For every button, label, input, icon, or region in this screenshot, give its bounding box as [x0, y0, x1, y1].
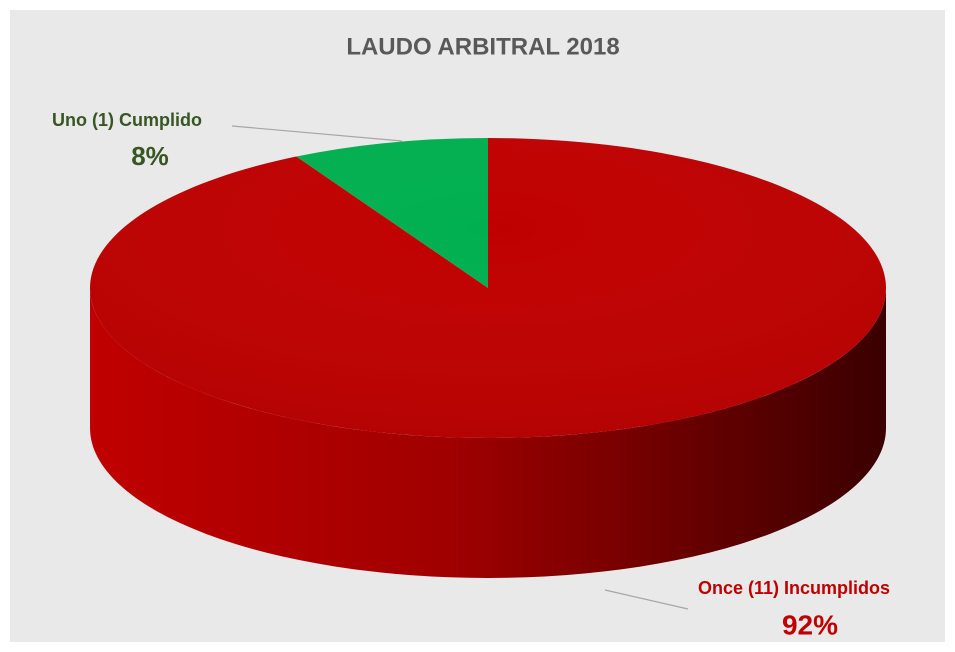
slice-side — [90, 288, 886, 578]
leader-line — [604, 589, 689, 610]
value-label: 8% — [131, 141, 169, 171]
category-label: Uno (1) Cumplido — [52, 110, 202, 130]
leader-line — [231, 125, 403, 142]
pie — [90, 138, 887, 578]
chart-title: LAUDO ARBITRAL 2018 — [346, 33, 619, 60]
value-label: 92% — [782, 609, 838, 640]
slice — [90, 138, 887, 438]
category-label: Once (11) Incumplidos — [698, 578, 890, 598]
